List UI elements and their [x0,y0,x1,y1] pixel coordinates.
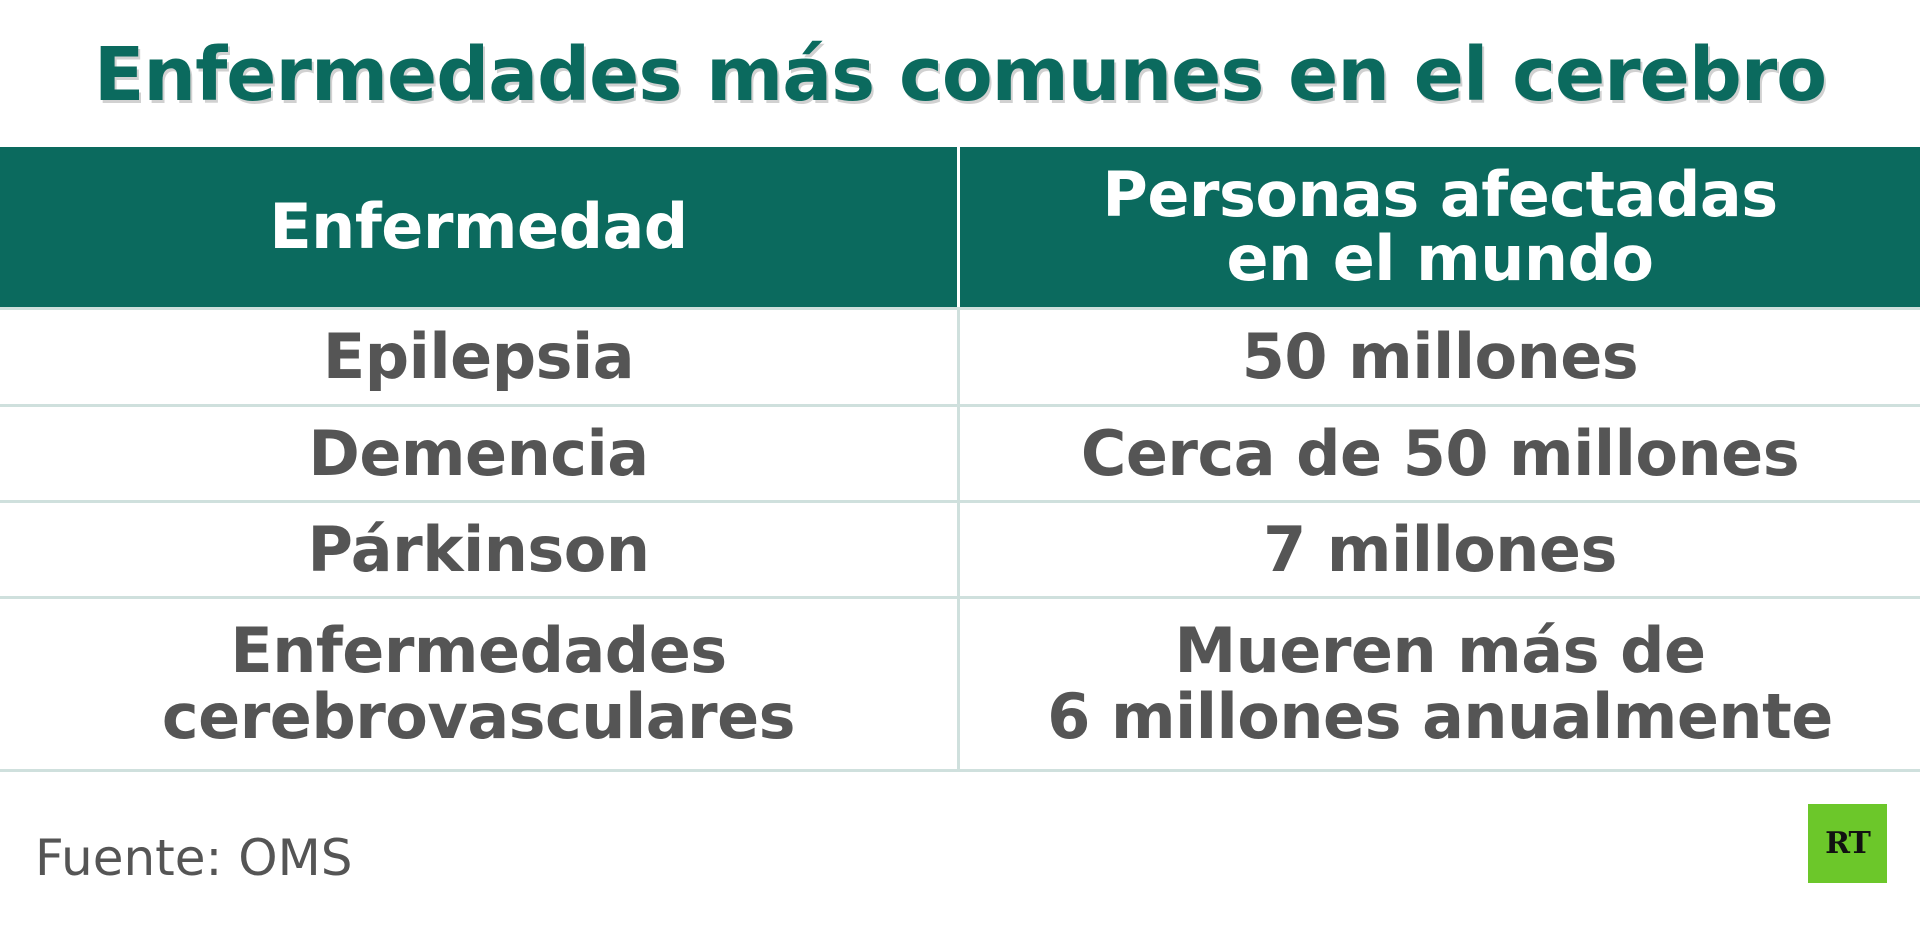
header-cell-disease: Enfermedad [269,190,688,263]
table-cell-disease: Enfermedades cerebrovasculares [161,614,796,753]
row-divider [0,404,1920,407]
row-divider [0,596,1920,599]
rt-logo: RT [1808,804,1887,883]
row-divider [0,769,1920,772]
source-note: Fuente: OMS [35,829,353,887]
header-divider [957,147,960,307]
page-title: Enfermedades más comunes en el cerebro [93,32,1827,118]
rt-logo-text: RT [1825,826,1871,861]
header-cell-affected: Personas afectadas en el mundo [1102,158,1778,295]
table-cell-affected: Cerca de 50 millones [1080,416,1800,490]
table-header-row: Enfermedad Personas afectadas en el mund… [0,147,1920,307]
row-divider [0,500,1920,503]
table-cell-disease: Párkinson [307,512,650,586]
column-divider [957,307,960,772]
table-cell-disease: Epilepsia [322,320,635,393]
row-divider [0,307,1920,310]
table-cell-affected: 50 millones [1241,320,1639,393]
table-cell-disease: Demencia [308,416,649,490]
table-cell-affected: Mueren más de 6 millones anualmente [1047,614,1833,753]
data-table: Enfermedad Personas afectadas en el mund… [0,147,1920,772]
table-cell-affected: 7 millones [1263,512,1617,586]
